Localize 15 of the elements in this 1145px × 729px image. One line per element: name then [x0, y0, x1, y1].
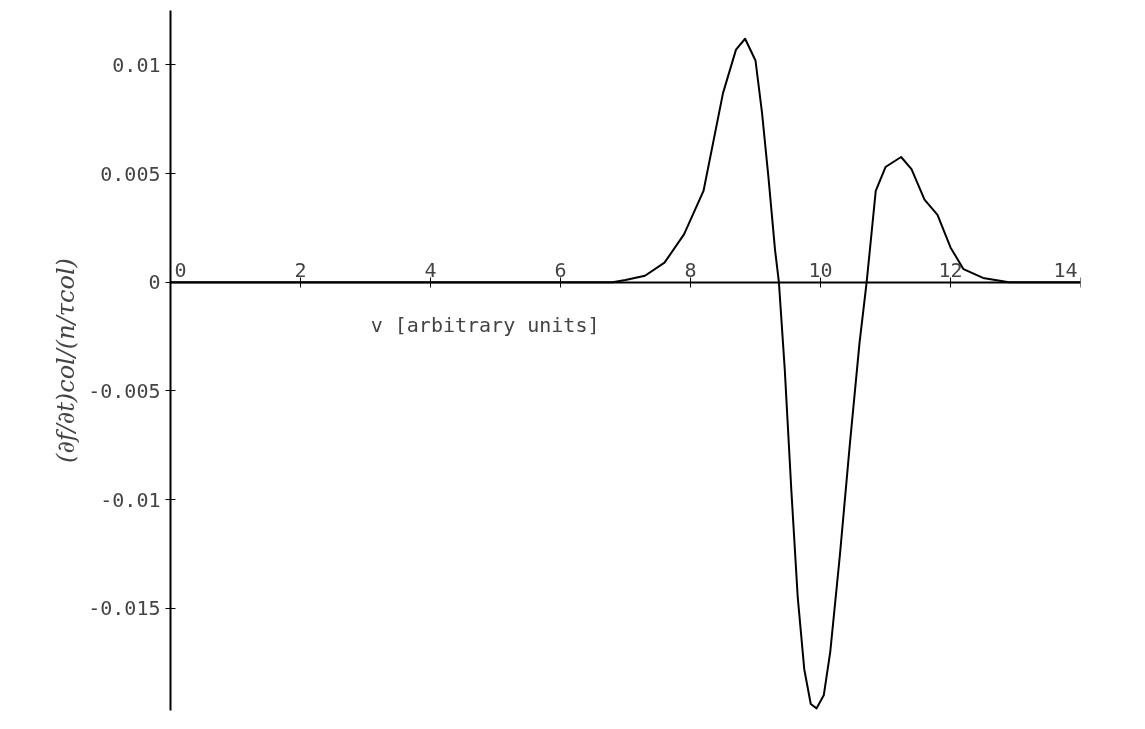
- y-tick-label: 0.01: [112, 52, 161, 77]
- x-tick-label: 8: [684, 258, 697, 283]
- y-axis-title: (∂f/∂t)col/(n/τcol): [52, 258, 81, 463]
- x-tick-label: 6: [554, 258, 567, 283]
- x-tick-label: 4: [424, 258, 437, 283]
- x-axis-title: v [arbitrary units]: [370, 313, 600, 338]
- x-tick-label: 10: [808, 258, 833, 283]
- x-tick-label: 12: [938, 258, 963, 283]
- y-tick-label: -0.01: [100, 487, 161, 512]
- y-tick-label: -0.015: [88, 596, 161, 621]
- y-tick-label: -0.005: [88, 378, 161, 403]
- x-tick-label: 2: [294, 258, 307, 283]
- x-tick-label: 14: [1053, 258, 1078, 283]
- y-tick-label: 0.005: [100, 161, 161, 186]
- x-tick-label: 0: [174, 258, 187, 283]
